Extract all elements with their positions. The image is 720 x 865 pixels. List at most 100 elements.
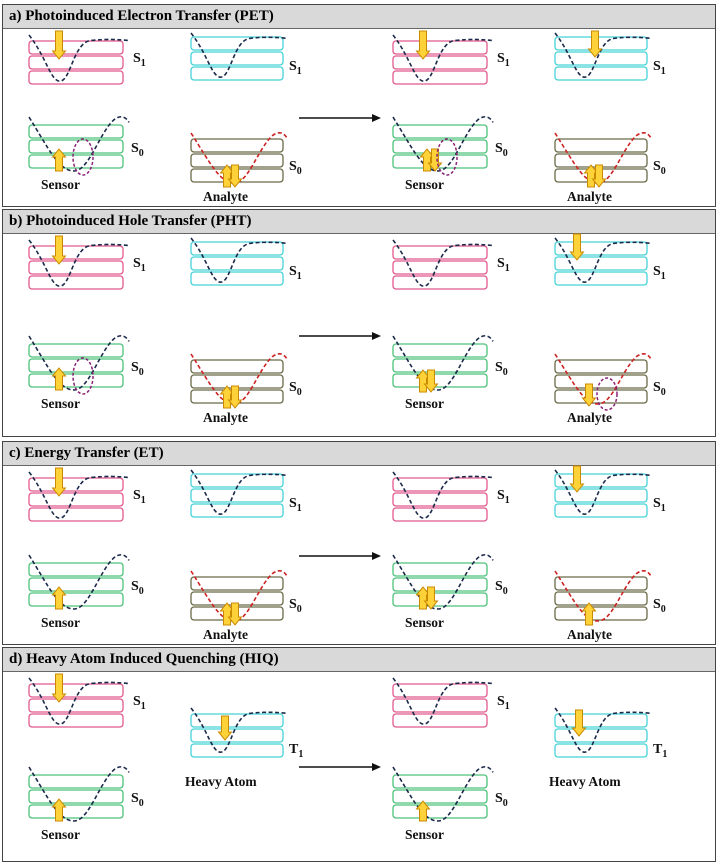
- panel-scene: S1 S0 Sensor S1 S0 Analyte S1 S0 Sensor S1 S0 Analy…: [3, 29, 715, 207]
- analyte-levels: [190, 359, 284, 374]
- state-label-s1: S1: [497, 51, 510, 69]
- ground-state-levels: [392, 562, 488, 577]
- ground-state-levels: [28, 562, 124, 577]
- excited-state-levels: [392, 245, 488, 260]
- down-arrow-icon: [591, 164, 607, 188]
- down-arrow-icon: [571, 709, 587, 737]
- down-arrow-icon: [423, 369, 439, 393]
- state-label-t1: T1: [653, 742, 668, 760]
- down-arrow-icon: [423, 586, 439, 610]
- ground-state-levels: [28, 373, 124, 388]
- interaction-ellipse-icon: [72, 138, 94, 176]
- ground-state-levels: [392, 577, 488, 592]
- ground-state-levels: [392, 139, 488, 154]
- partner-excited-levels: [554, 271, 648, 286]
- state-label-s0: S0: [653, 597, 666, 615]
- ground-state-levels: [392, 789, 488, 804]
- t1-state-levels: [190, 743, 284, 758]
- partner-excited-levels: [190, 66, 284, 81]
- analyte-label: Analyte: [203, 627, 248, 642]
- sensor-label: Sensor: [405, 615, 445, 630]
- excited-state-levels: [28, 40, 124, 55]
- potential-curve: [190, 469, 288, 515]
- analyte-label: Analyte: [203, 189, 248, 204]
- interaction-ellipse-icon: [72, 357, 94, 395]
- up-arrow-icon: [51, 148, 67, 172]
- partner-excited-levels: [554, 256, 648, 271]
- potential-curve: [392, 677, 494, 725]
- down-arrow-icon: [569, 233, 585, 261]
- analyte-curve: [554, 352, 652, 405]
- sensor-label: Sensor: [41, 827, 81, 842]
- down-arrow-icon: [227, 602, 243, 626]
- analyte-levels: [190, 576, 284, 591]
- partner-excited-levels: [554, 51, 648, 66]
- state-label-t1: T1: [289, 742, 304, 760]
- ground-state-levels: [392, 804, 488, 819]
- t1-state-levels: [554, 713, 648, 728]
- potential-curve: [28, 471, 130, 519]
- diagram-canvas: [28, 233, 652, 411]
- state-label-s0: S0: [289, 380, 302, 398]
- t1-state-levels: [190, 728, 284, 743]
- partner-excited-levels: [190, 271, 284, 286]
- analyte-curve: [554, 569, 652, 622]
- excited-state-levels: [392, 275, 488, 290]
- analyte-levels: [554, 389, 648, 404]
- up-arrow-icon: [581, 602, 597, 626]
- transition-arrow-head: [372, 763, 381, 771]
- ground-state-levels: [392, 373, 488, 388]
- potential-curve: [28, 334, 130, 391]
- excited-state-levels: [28, 683, 124, 698]
- excited-state-levels: [28, 275, 124, 290]
- potential-curve: [28, 553, 130, 610]
- partner-excited-levels: [554, 488, 648, 503]
- potential-curve: [28, 239, 130, 287]
- down-arrow-icon: [227, 385, 243, 409]
- state-label-s1: S1: [497, 488, 510, 506]
- panel-scene: S1 S0 Sensor T1 Heavy Atom S1 S0 Sensor T1 Heavy …: [3, 672, 715, 862]
- partner-excited-levels: [190, 256, 284, 271]
- potential-curve: [392, 334, 494, 391]
- down-arrow-icon: [51, 673, 67, 703]
- panel-title: c) Energy Transfer (ET): [3, 442, 715, 466]
- excited-state-levels: [392, 477, 488, 492]
- potential-curve: [392, 34, 494, 82]
- partner-excited-levels: [190, 473, 284, 488]
- analyte-label: Analyte: [203, 410, 248, 425]
- partner-excited-levels: [190, 488, 284, 503]
- partner-excited-levels: [554, 66, 648, 81]
- up-arrow-icon: [51, 586, 67, 610]
- state-label-s1: S1: [653, 59, 666, 77]
- sensor-label: Sensor: [405, 396, 445, 411]
- panel-pht: b) Photoinduced Hole Transfer (PHT) S1 S0…: [2, 209, 716, 437]
- t1-state-levels: [554, 743, 648, 758]
- partner-excited-levels: [554, 503, 648, 518]
- analyte-label: Analyte: [567, 627, 612, 642]
- transition-arrow-head: [372, 552, 381, 560]
- partner-excited-levels: [554, 36, 648, 51]
- down-arrow-icon: [587, 30, 603, 58]
- diagram-canvas: [28, 673, 652, 822]
- potential-curve: [28, 677, 130, 725]
- excited-state-levels: [28, 245, 124, 260]
- state-label-s0: S0: [495, 360, 508, 378]
- partner-excited-levels: [190, 503, 284, 518]
- down-arrow-icon: [227, 164, 243, 188]
- ground-state-levels: [392, 124, 488, 139]
- panel-scene: S1 S0 Sensor S1 S0 Analyte S1 S0 Sensor S1 S0 Analy…: [3, 465, 715, 645]
- state-label-s0: S0: [495, 579, 508, 597]
- down-arrow-icon: [569, 465, 585, 493]
- analyte-levels: [190, 138, 284, 153]
- ground-state-levels: [28, 789, 124, 804]
- t1-state-levels: [554, 728, 648, 743]
- potential-curve: [28, 115, 130, 172]
- excited-state-levels: [392, 70, 488, 85]
- analyte-curve: [190, 131, 288, 184]
- panel-hiq: d) Heavy Atom Induced Quenching (HIQ) S1…: [2, 647, 716, 862]
- excited-state-levels: [28, 70, 124, 85]
- sensor-label: Sensor: [41, 615, 81, 630]
- excited-state-levels: [28, 477, 124, 492]
- state-label-s0: S0: [653, 380, 666, 398]
- excited-state-levels: [392, 40, 488, 55]
